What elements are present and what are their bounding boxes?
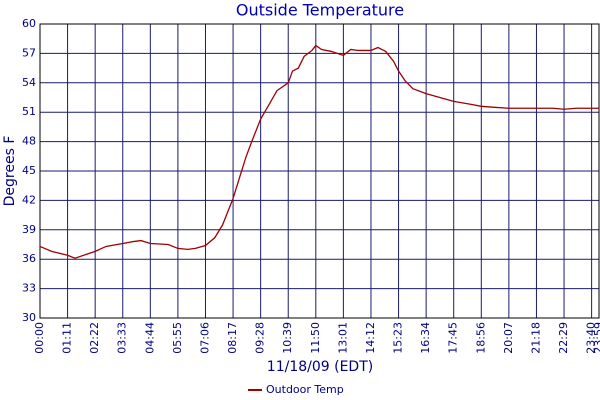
x-tick-label: 04:44	[143, 322, 156, 354]
y-tick-label: 51	[22, 105, 36, 118]
x-axis-title: 11/18/09 (EDT)	[267, 359, 373, 375]
x-tick-label: 08:17	[226, 322, 239, 354]
x-tick-label: 16:34	[419, 322, 432, 354]
y-tick-label: 54	[22, 76, 36, 89]
x-tick-label: 20:07	[502, 322, 515, 354]
x-tick-label: 11:50	[309, 322, 322, 354]
y-tick-label: 39	[22, 223, 36, 236]
x-tick-label: 23:59	[592, 322, 600, 354]
y-tick-label: 60	[22, 17, 36, 30]
legend-label: Outdoor Temp	[266, 383, 344, 396]
y-tick-label: 36	[22, 252, 36, 265]
y-tick-label: 30	[22, 311, 36, 324]
x-tick-label: 14:12	[364, 322, 377, 354]
series-line	[39, 44, 599, 259]
x-tick-label: 00:00	[33, 322, 46, 354]
x-tick-label: 17:45	[447, 322, 460, 354]
x-tick-label: 10:39	[281, 322, 294, 354]
chart-title: Outside Temperature	[236, 1, 404, 20]
y-axis-title: Degrees F	[2, 136, 18, 207]
x-tick-label: 03:33	[116, 322, 129, 354]
y-tick-label: 45	[22, 164, 36, 177]
y-tick-label: 42	[22, 193, 36, 206]
x-tick-label: 21:18	[529, 322, 542, 354]
x-tick-label: 05:55	[171, 322, 184, 354]
x-tick-label: 23:40	[585, 322, 598, 354]
x-tick-label: 07:06	[198, 322, 211, 354]
x-tick-label: 22:29	[557, 322, 570, 354]
x-tick-label: 02:22	[88, 322, 101, 354]
plot-border	[39, 23, 600, 319]
y-tick-label: 57	[22, 46, 36, 59]
y-tick-label: 48	[22, 135, 36, 148]
x-tick-label: 09:28	[254, 322, 267, 354]
x-tick-label: 13:01	[336, 322, 349, 354]
x-tick-label: 15:23	[392, 322, 405, 354]
x-tick-label: 18:56	[474, 322, 487, 354]
y-tick-label: 33	[22, 282, 36, 295]
x-tick-label: 01:11	[61, 322, 74, 354]
